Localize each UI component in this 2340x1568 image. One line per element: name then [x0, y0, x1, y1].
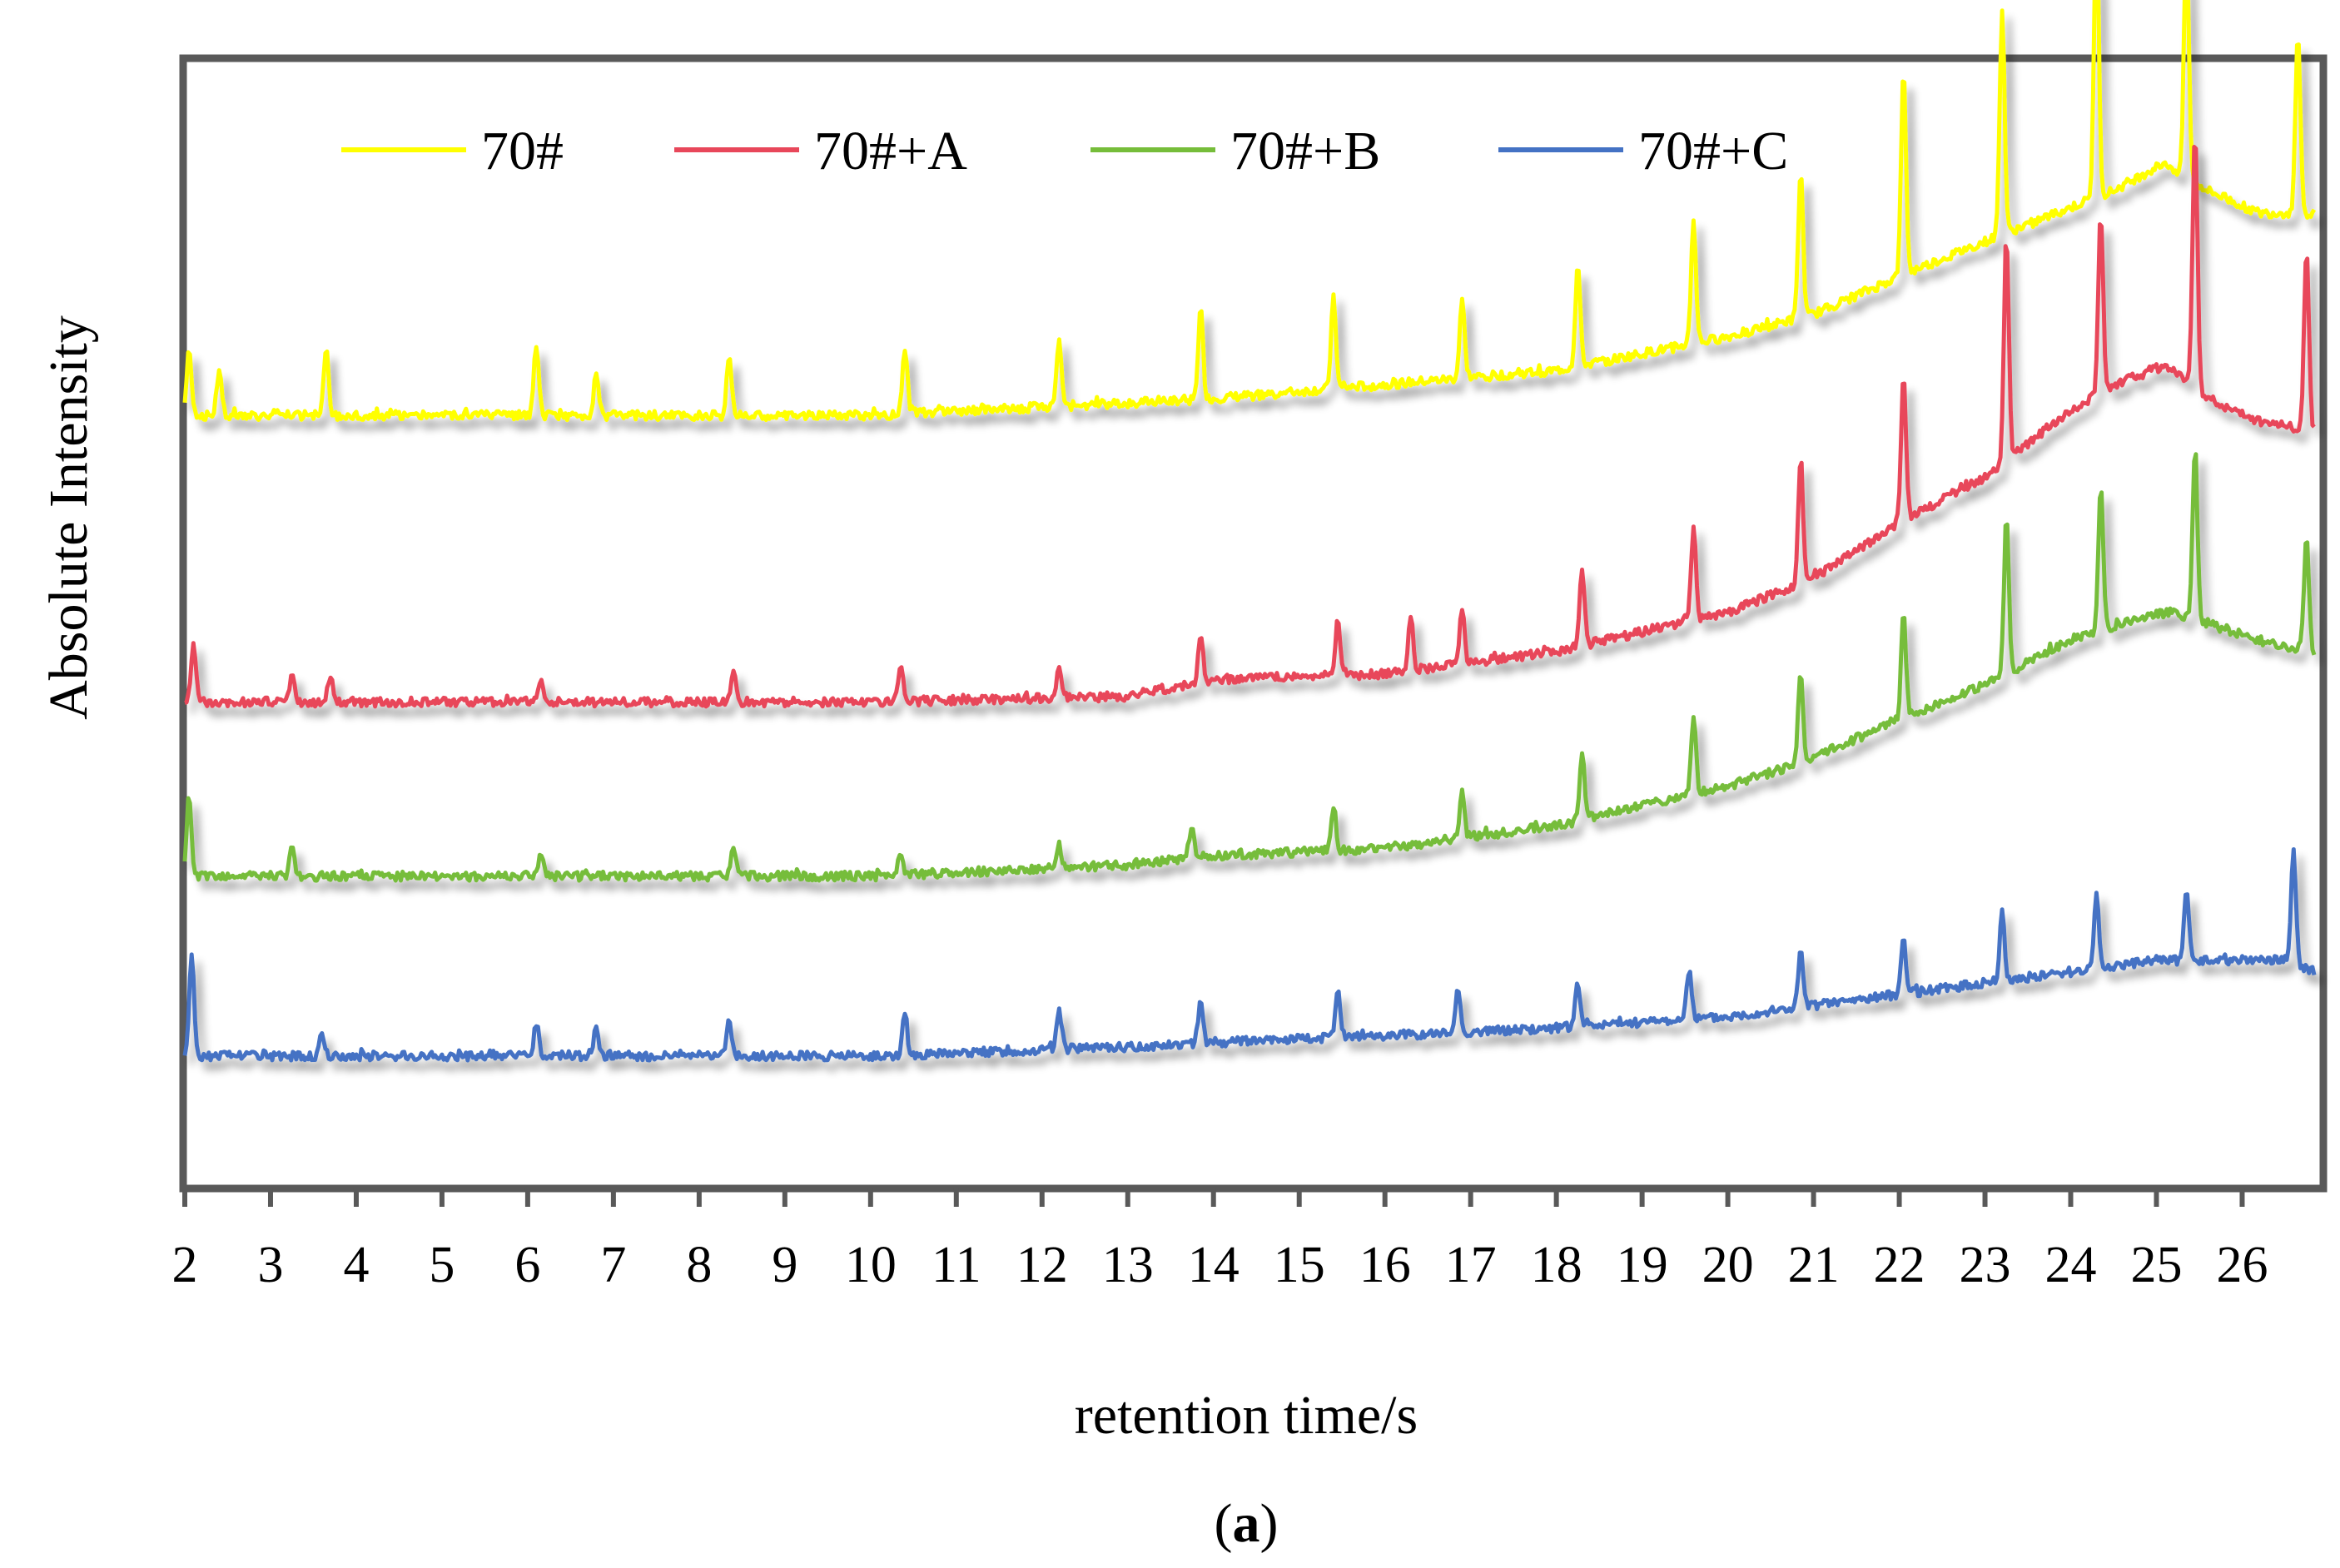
- x-tick-label: 4: [343, 1237, 369, 1293]
- x-tick-label: 5: [429, 1237, 455, 1293]
- x-tick-label: 3: [257, 1237, 283, 1293]
- x-tick-label: 15: [1274, 1237, 1325, 1293]
- x-tick-label: 26: [2216, 1237, 2268, 1293]
- x-tick-label: 9: [772, 1237, 797, 1293]
- series-line-70-plus-c: [182, 847, 2317, 1063]
- x-tick-label: 12: [1016, 1237, 1068, 1293]
- panel-label-letter: a: [1233, 1493, 1260, 1554]
- x-tick-label: 8: [686, 1237, 712, 1293]
- x-tick-label: 21: [1788, 1237, 1840, 1293]
- legend-label-70-plus-c: 70#+C: [1638, 121, 1788, 181]
- panel-label: (a): [1215, 1493, 1279, 1554]
- x-axis-title: retention time/s: [1075, 1385, 1418, 1446]
- series-group: [182, 0, 2317, 1063]
- x-tick-label: 14: [1188, 1237, 1240, 1293]
- x-tick-label: 20: [1702, 1237, 1754, 1293]
- x-tick-label: 24: [2045, 1237, 2097, 1293]
- x-tick-label: 18: [1531, 1237, 1582, 1293]
- panel-label-open: (: [1215, 1493, 1233, 1554]
- x-tick-label: 22: [1874, 1237, 1925, 1293]
- legend-label-70: 70#: [481, 121, 564, 181]
- legend-label-70-plus-a: 70#+A: [814, 121, 967, 181]
- x-tick-label: 13: [1102, 1237, 1154, 1293]
- x-tick-label: 25: [2130, 1237, 2182, 1293]
- y-axis-title: Absolute Intensity: [38, 315, 99, 720]
- x-tick-label: 16: [1359, 1237, 1411, 1293]
- series-line-70-plus-a: [184, 145, 2316, 709]
- x-tick-label: 19: [1617, 1237, 1668, 1293]
- x-tick-label: 17: [1445, 1237, 1497, 1293]
- x-tick-label: 11: [932, 1237, 981, 1293]
- series-line-70-plus-b: [182, 452, 2317, 883]
- x-tick-label: 10: [845, 1237, 897, 1293]
- panel-label-close: ): [1260, 1493, 1279, 1554]
- legend: 70# 70#+A 70#+B 70#+C: [341, 121, 1788, 181]
- x-tick-label: 6: [514, 1237, 540, 1293]
- x-tick-label: 2: [172, 1237, 198, 1293]
- series-line-70: [182, 0, 2317, 423]
- x-axis-ticks: 2 3 4 5 6 7 8 9 10 11 12 13 14 15 16 17 18 19 20 21 22 23 24 25…: [172, 1188, 2268, 1293]
- x-tick-label: 7: [600, 1237, 626, 1293]
- x-tick-label: 23: [1960, 1237, 2011, 1293]
- legend-label-70-plus-b: 70#+B: [1230, 121, 1380, 181]
